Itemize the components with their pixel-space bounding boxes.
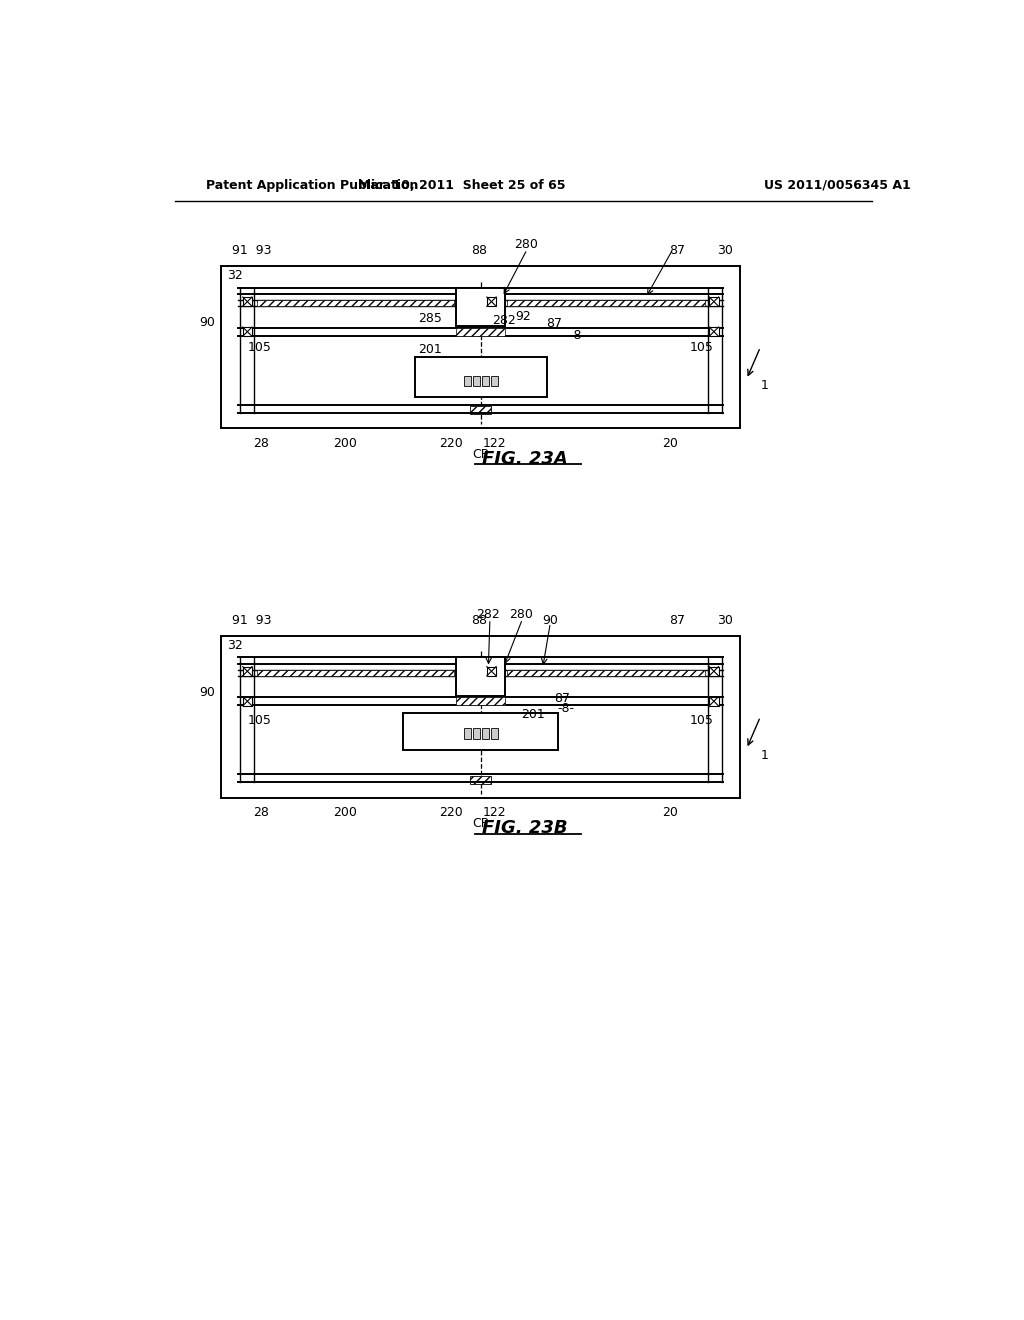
- Text: 220: 220: [439, 807, 463, 820]
- Text: 90: 90: [199, 686, 215, 698]
- Text: 105: 105: [689, 341, 714, 354]
- Bar: [486, 297, 496, 306]
- Text: 285: 285: [419, 312, 442, 325]
- Bar: [456, 327, 506, 335]
- Text: Mar. 10, 2011  Sheet 25 of 65: Mar. 10, 2011 Sheet 25 of 65: [357, 178, 565, 191]
- Text: 90: 90: [199, 317, 215, 329]
- Text: 280: 280: [509, 607, 532, 620]
- Bar: [486, 667, 496, 676]
- Text: FIG. 23A: FIG. 23A: [482, 450, 567, 467]
- Text: 105: 105: [689, 714, 714, 727]
- Text: 32: 32: [227, 269, 243, 282]
- Bar: [415, 358, 547, 397]
- Text: 1: 1: [761, 379, 769, 392]
- Text: 282: 282: [476, 607, 501, 620]
- Text: 105: 105: [248, 714, 271, 727]
- Bar: [710, 327, 719, 337]
- Text: FIG. 23B: FIG. 23B: [482, 820, 567, 837]
- Bar: [470, 407, 492, 414]
- Text: -8-: -8-: [557, 702, 574, 715]
- Text: 122: 122: [482, 437, 507, 450]
- Text: 90: 90: [543, 614, 558, 627]
- Bar: [482, 729, 489, 739]
- Text: 30: 30: [717, 244, 733, 257]
- Text: 87: 87: [669, 614, 685, 627]
- Bar: [710, 667, 719, 676]
- Bar: [456, 288, 506, 326]
- Bar: [492, 376, 499, 387]
- Bar: [470, 776, 492, 784]
- Text: 87: 87: [546, 317, 562, 330]
- Text: 28: 28: [253, 437, 269, 450]
- Text: 200: 200: [333, 807, 357, 820]
- Bar: [221, 636, 740, 797]
- Text: 20: 20: [663, 437, 679, 450]
- Text: 20: 20: [663, 807, 679, 820]
- Bar: [403, 713, 558, 750]
- Bar: [482, 376, 489, 387]
- Text: US 2011/0056345 A1: US 2011/0056345 A1: [764, 178, 910, 191]
- Bar: [710, 697, 719, 706]
- Text: -8-: -8-: [569, 329, 586, 342]
- Bar: [507, 300, 705, 306]
- Bar: [456, 697, 506, 705]
- Text: 91  93: 91 93: [232, 244, 271, 257]
- Text: 91  93: 91 93: [232, 614, 271, 627]
- Bar: [492, 729, 499, 739]
- Bar: [473, 729, 480, 739]
- Bar: [257, 669, 455, 676]
- Bar: [507, 669, 705, 676]
- Bar: [710, 297, 719, 306]
- Bar: [243, 327, 252, 337]
- Bar: [464, 729, 471, 739]
- Text: 200: 200: [333, 437, 357, 450]
- Bar: [243, 297, 252, 306]
- Text: 201: 201: [521, 708, 545, 721]
- Text: 282: 282: [492, 314, 516, 326]
- Bar: [464, 376, 471, 387]
- Text: 105: 105: [248, 341, 271, 354]
- Text: 122: 122: [482, 807, 507, 820]
- Bar: [473, 376, 480, 387]
- Text: 201: 201: [419, 343, 442, 356]
- Bar: [257, 300, 455, 306]
- Bar: [243, 697, 252, 706]
- Text: CP: CP: [472, 447, 488, 461]
- Text: 280: 280: [514, 238, 538, 251]
- Text: 87: 87: [669, 244, 685, 257]
- Text: 88: 88: [471, 614, 487, 627]
- Text: CP: CP: [472, 817, 488, 830]
- Bar: [221, 267, 740, 428]
- Text: 92: 92: [515, 310, 531, 323]
- Bar: [456, 657, 506, 696]
- Bar: [243, 667, 252, 676]
- Text: 220: 220: [439, 437, 463, 450]
- Text: 88: 88: [471, 244, 487, 257]
- Text: 28: 28: [253, 807, 269, 820]
- Text: 32: 32: [227, 639, 243, 652]
- Text: 30: 30: [717, 614, 733, 627]
- Text: Patent Application Publication: Patent Application Publication: [206, 178, 418, 191]
- Text: 87: 87: [554, 693, 570, 705]
- Text: 1: 1: [761, 748, 769, 762]
